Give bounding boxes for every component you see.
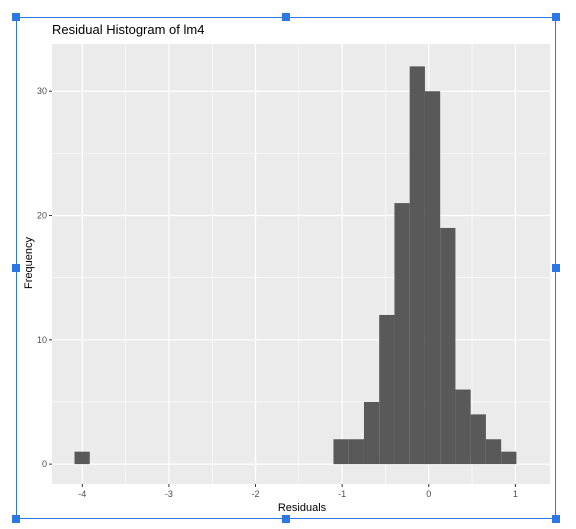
y-axis: 0 10 20 30: [37, 86, 52, 469]
x-tick-label: -3: [165, 489, 173, 499]
x-tick-label: 1: [513, 489, 518, 499]
y-tick-label: 20: [37, 211, 47, 221]
resize-handle-middle-left[interactable]: [12, 264, 20, 272]
x-tick-label: -1: [338, 489, 346, 499]
histogram-bar: [424, 91, 441, 465]
resize-handle-top-left[interactable]: [12, 13, 20, 21]
y-axis-label: Frequency: [23, 237, 35, 289]
y-tick-label: 30: [37, 86, 47, 96]
x-tick-label: -2: [252, 489, 260, 499]
histogram-bar: [348, 439, 364, 465]
histogram-bar: [379, 314, 395, 465]
x-tick-label: -4: [78, 489, 86, 499]
resize-handle-bottom-right[interactable]: [552, 515, 560, 523]
resize-handle-middle-right[interactable]: [552, 264, 560, 272]
resize-handle-top-center[interactable]: [282, 13, 290, 21]
y-tick-label: 0: [42, 459, 47, 469]
histogram-bar: [455, 389, 471, 465]
resize-handle-bottom-center[interactable]: [282, 515, 290, 523]
x-axis-label: Residuals: [278, 502, 327, 514]
x-tick-label: 0: [426, 489, 431, 499]
histogram-bars: [74, 66, 517, 465]
resize-handle-top-right[interactable]: [552, 13, 560, 21]
resize-handle-bottom-left[interactable]: [12, 515, 20, 523]
x-axis: -4 -3 -2 -1 0 1: [78, 484, 518, 499]
histogram-bar: [440, 227, 456, 465]
histogram-bar: [394, 203, 410, 465]
histogram-bar: [470, 414, 486, 465]
histogram-bar: [363, 401, 380, 465]
histogram-bar: [74, 451, 90, 465]
y-tick-label: 10: [37, 335, 47, 345]
histogram-bar: [501, 451, 517, 465]
histogram-bar: [333, 439, 349, 465]
histogram-bar: [409, 66, 425, 465]
histogram-bar: [485, 439, 502, 465]
chart-title: Residual Histogram of lm4: [52, 22, 204, 37]
